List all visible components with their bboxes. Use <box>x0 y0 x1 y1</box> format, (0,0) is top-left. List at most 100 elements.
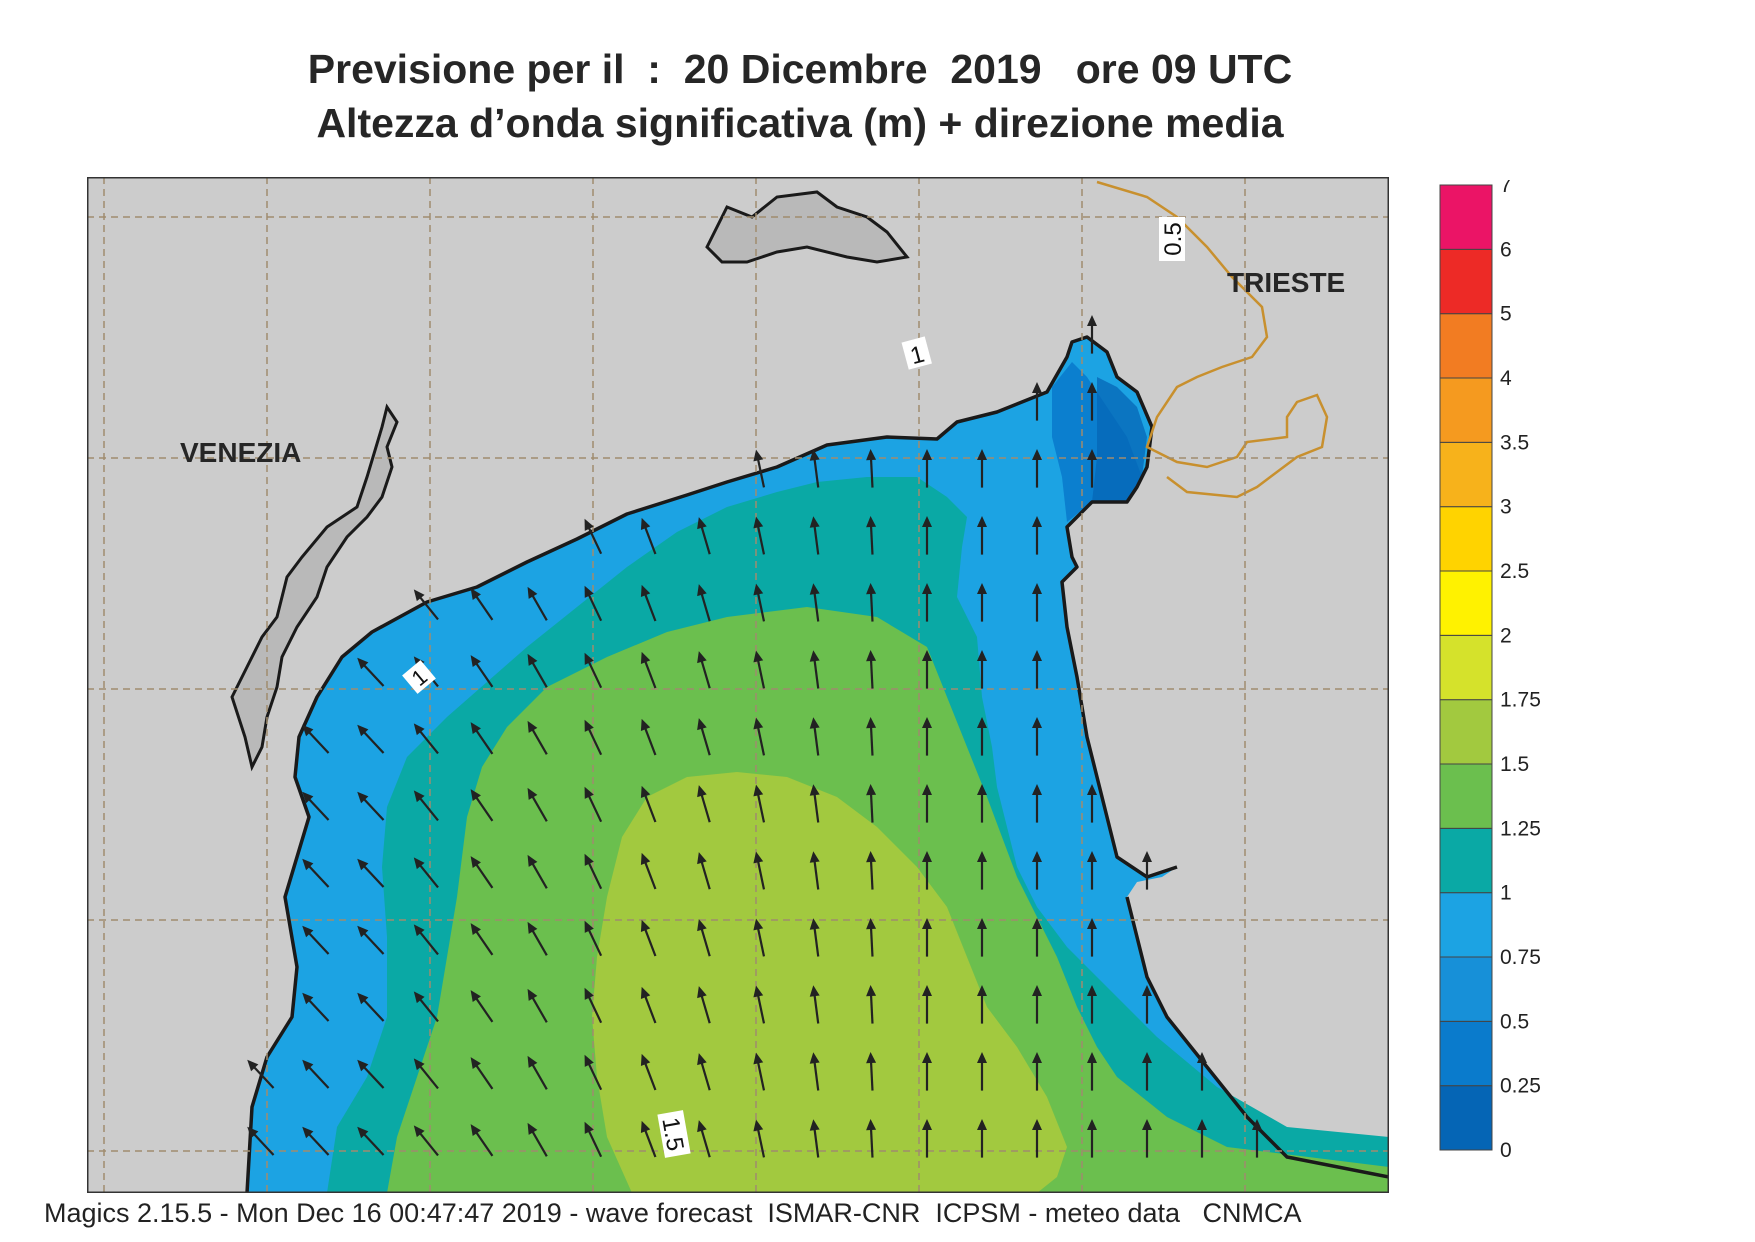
direction-arrow <box>640 651 657 689</box>
direction-arrow <box>866 1119 877 1158</box>
wave-height-map: 0.5 1 1 1.5 VENEZIA TRIESTE <box>87 177 1389 1193</box>
direction-arrow <box>1087 784 1097 823</box>
direction-arrow <box>866 851 877 890</box>
direction-arrow <box>809 516 820 555</box>
direction-arrow <box>357 657 385 687</box>
svg-text:1.5: 1.5 <box>656 1115 688 1153</box>
direction-arrow <box>1032 1119 1042 1158</box>
direction-arrow <box>584 1121 603 1158</box>
direction-arrow <box>977 851 987 890</box>
direction-arrow <box>753 516 766 555</box>
direction-arrow <box>977 650 987 689</box>
direction-arrow <box>753 851 766 890</box>
legend-swatch <box>1439 634 1493 701</box>
direction-arrow <box>584 920 603 957</box>
direction-arrow <box>413 924 439 956</box>
direction-arrow <box>640 919 657 957</box>
grado-land <box>705 190 910 264</box>
direction-arrow <box>1197 1052 1207 1091</box>
legend-tick-label: 3.5 <box>1500 431 1529 454</box>
legend-swatch <box>1439 313 1493 379</box>
direction-arrow <box>1252 1119 1262 1158</box>
direction-arrow <box>470 1057 494 1090</box>
direction-arrow <box>1032 1052 1042 1091</box>
direction-arrow <box>866 1052 877 1091</box>
direction-arrow <box>527 921 548 956</box>
direction-arrow <box>697 718 711 756</box>
direction-arrow <box>527 787 548 822</box>
direction-arrow <box>1087 1119 1097 1158</box>
contour-label-05: 0.5 <box>1159 217 1187 261</box>
legend-swatches <box>1439 184 1493 1151</box>
direction-arrow <box>1032 583 1042 622</box>
direction-arrow <box>470 856 494 889</box>
direction-arrow <box>866 717 877 756</box>
legend-ticks: 0 0.25 0.5 0.75 1 1.25 1.5 1.75 2 2.5 3 3.5 4 5 6 7 <box>1500 180 1541 1160</box>
direction-arrow <box>357 1059 385 1089</box>
legend-tick-label: 2 <box>1500 624 1512 647</box>
direction-arrow <box>977 784 987 823</box>
direction-arrow <box>1032 516 1042 555</box>
direction-arrow <box>977 985 987 1024</box>
direction-arrow <box>977 1119 987 1158</box>
direction-arrow <box>922 1119 932 1158</box>
direction-arrow <box>753 650 766 689</box>
direction-arrow <box>1032 650 1042 689</box>
direction-arrow <box>866 583 877 622</box>
chart-title: Previsione per il : 20 Dicembre 2019 ore… <box>307 46 1293 92</box>
direction-arrow <box>527 1055 548 1090</box>
contour-label-15: 1.5 <box>656 1110 691 1158</box>
direction-arrow <box>1032 449 1042 488</box>
direction-arrow <box>697 651 711 689</box>
direction-arrow <box>697 785 711 823</box>
legend-swatch <box>1439 1085 1493 1151</box>
direction-arrow <box>866 985 877 1024</box>
direction-arrow <box>302 925 330 955</box>
coastline <box>245 335 1178 1193</box>
direction-arrow <box>527 720 548 755</box>
direction-arrow <box>1087 918 1097 957</box>
direction-arrow <box>413 723 439 755</box>
direction-arrow <box>753 449 766 488</box>
direction-arrow <box>977 717 987 756</box>
direction-arrow <box>977 449 987 488</box>
footer-credit: Magics 2.15.5 - Mon Dec 16 00:47:47 2019… <box>44 1198 1302 1228</box>
direction-arrow <box>697 986 711 1024</box>
direction-arrow <box>357 791 385 821</box>
direction-arrow <box>977 918 987 957</box>
direction-arrow <box>809 851 820 890</box>
direction-arrow <box>697 919 711 957</box>
direction-arrow <box>753 918 766 957</box>
legend-tick-label: 4 <box>1500 367 1512 390</box>
direction-arrow <box>922 449 932 488</box>
direction-arrow <box>1032 784 1042 823</box>
direction-arrow <box>413 991 439 1023</box>
direction-arrow <box>527 854 548 889</box>
direction-arrow <box>1142 985 1152 1024</box>
direction-arrow <box>413 790 439 822</box>
direction-arrow <box>753 985 766 1024</box>
legend-swatch <box>1439 441 1493 508</box>
direction-arrow <box>697 1120 711 1158</box>
direction-arrow <box>413 589 439 621</box>
direction-arrow <box>470 1124 494 1157</box>
legend-tick-label: 0 <box>1500 1139 1512 1160</box>
direction-arrow <box>584 1054 603 1091</box>
direction-arrow <box>357 992 385 1022</box>
legend-tick-label: 1.75 <box>1500 689 1541 712</box>
direction-arrow <box>640 852 657 890</box>
direction-arrow <box>302 858 330 888</box>
legend-tick-label: 0.5 <box>1500 1010 1529 1033</box>
direction-arrow <box>527 586 548 621</box>
direction-arrow <box>809 650 820 689</box>
direction-arrow <box>922 516 932 555</box>
direction-arrow <box>470 789 494 822</box>
direction-arrow <box>809 1119 820 1158</box>
direction-arrow <box>809 449 820 488</box>
legend-swatch <box>1439 763 1493 829</box>
direction-arrow <box>866 516 877 555</box>
legend-swatch <box>1439 570 1493 636</box>
sea-band-025-05 <box>1092 377 1147 502</box>
direction-arrow <box>357 1126 385 1156</box>
chart-subtitle: Altezza d’onda significativa (m) + direz… <box>316 100 1284 146</box>
